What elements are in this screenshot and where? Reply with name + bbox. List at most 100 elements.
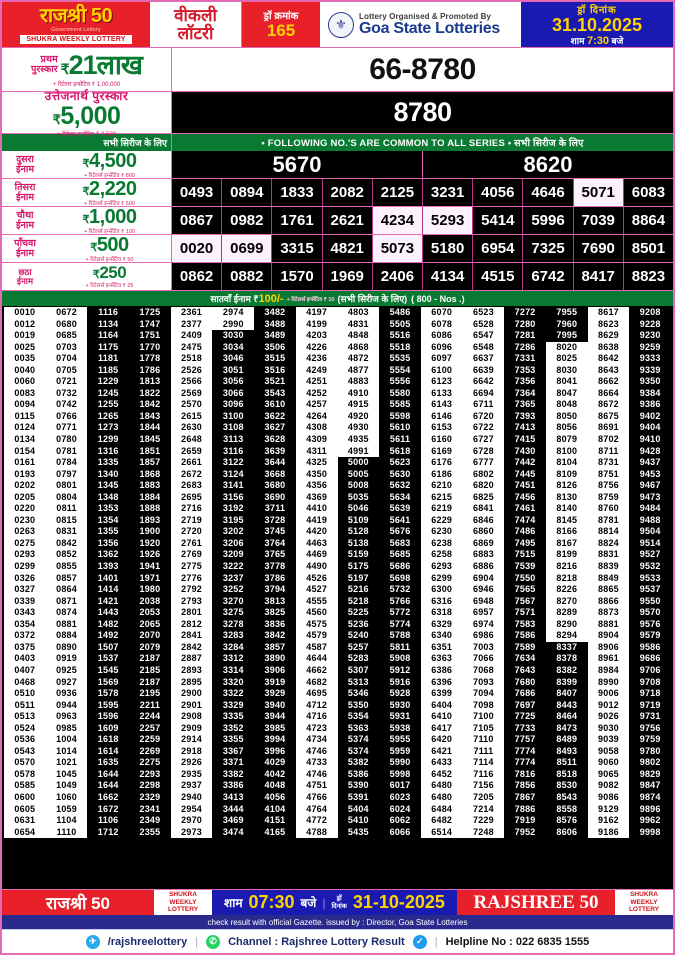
grid-number: 4772	[295, 815, 338, 827]
grid-number: 6146	[420, 410, 463, 423]
grid-number: 1747	[129, 318, 171, 331]
grid-number: 8662	[587, 376, 630, 388]
grid-number: 4197	[295, 307, 338, 319]
grid-number: 1786	[129, 364, 171, 377]
grid-number: 0343	[4, 607, 46, 619]
grid-number: 6523	[462, 307, 505, 319]
grid-number: 8464	[545, 711, 588, 723]
grid-number: 2775	[170, 561, 213, 573]
grid-number: 0857	[45, 572, 88, 585]
grid-number: 6215	[420, 491, 463, 504]
grid-number: 9129	[587, 803, 630, 816]
grid-number: 1106	[87, 815, 130, 827]
telegram-icon[interactable]: ✈	[85, 934, 100, 949]
grid-number: 5955	[379, 734, 421, 746]
grid-number: 9537	[629, 584, 671, 596]
third-prize-label: तिसरा ईनाम	[2, 179, 48, 206]
grid-number: 2355	[129, 826, 171, 839]
grid-number: 1104	[45, 815, 88, 827]
grid-number: 7583	[504, 618, 546, 631]
grid-number: 1843	[129, 410, 171, 423]
prize-number-cell: 5180	[423, 235, 474, 262]
grid-number: 4325	[295, 457, 338, 469]
grid-number: 3192	[212, 503, 255, 515]
grid-number: 2038	[129, 595, 171, 608]
grid-number: 6133	[420, 387, 463, 400]
prize-number-cell: 4515	[473, 263, 524, 290]
grid-number: 3628	[254, 434, 296, 446]
prize-number-cell: 5073	[372, 235, 424, 262]
grid-number: 1884	[129, 491, 171, 504]
telegram-handle[interactable]: /rajshreelottery	[107, 935, 188, 948]
sixth-prize-incentive: + रिटेलर्स इन्सेंटिव ₹ 25	[85, 283, 134, 289]
prize-number-cell: 0882	[222, 263, 273, 290]
grid-number: 0161	[4, 457, 46, 469]
grid-number: 2812	[170, 618, 213, 631]
grid-number: 8382	[545, 664, 588, 677]
grid-number: 9386	[629, 399, 671, 411]
grid-number: 3046	[212, 353, 255, 365]
footer-weekly-badge: SHUKRA WEEKLY LOTTERY	[154, 890, 212, 915]
grid-number: 4469	[295, 549, 338, 562]
footer-time-suffix: बजे	[300, 896, 317, 910]
grid-number: 6452	[420, 768, 463, 781]
grid-number: 9962	[629, 815, 671, 827]
grid-number: 2566	[170, 376, 213, 388]
grid-number: 0963	[45, 711, 88, 723]
sixth-prize-row: छठा ईनाम ₹250 + रिटेलर्स इन्सेंटिव ₹ 25	[2, 263, 171, 291]
grid-number: 9706	[629, 664, 671, 677]
grid-number: 2648	[170, 434, 213, 446]
grid-number: 9532	[629, 561, 671, 573]
grid-number: 9874	[629, 791, 671, 804]
grid-number: 3030	[212, 330, 255, 342]
grid-number: 0193	[4, 468, 46, 481]
consolation-amount: ₹5,000	[53, 104, 121, 129]
grid-number: 0919	[45, 653, 88, 665]
grid-number: 0372	[4, 630, 46, 642]
grid-number: 2970	[170, 815, 213, 827]
prize-number-cell: 3231	[423, 179, 474, 206]
social-divider-1: |	[195, 935, 199, 948]
weekly-line-2: लॉटरी	[177, 23, 214, 43]
grid-number: 3929	[254, 688, 296, 700]
whatsapp-icon[interactable]: ✆	[206, 934, 221, 949]
grid-number: 8140	[545, 503, 588, 515]
grid-number: 1842	[129, 399, 171, 411]
grid-number: 3312	[212, 653, 255, 665]
grid-number: 6023	[379, 791, 421, 804]
grid-column: 0672 0680 0685 0703 0704 0705 0721 0732 0742 0766…	[45, 307, 88, 889]
social-divider-2: |	[434, 935, 438, 948]
prize-number-cell: 7039	[573, 207, 624, 234]
grid-number: 0124	[4, 422, 46, 435]
organised-by-text: Lottery Organised & Promoted By	[359, 11, 492, 21]
grid-number: 6720	[462, 410, 505, 423]
whatsapp-channel[interactable]: Channel : Rajshree Lottery Result	[228, 935, 405, 948]
grid-number: 6070	[420, 307, 463, 319]
third-prize-numbers: 0493 0894 1833 2082 2125 3231 4056 4646 5071 6083	[172, 179, 674, 207]
social-links-bar: ✈ /rajshreelottery | ✆ Channel : Rajshre…	[2, 929, 673, 953]
grid-number: 3284	[212, 641, 255, 654]
grid-number: 1822	[129, 387, 171, 400]
grid-number: 8218	[545, 572, 588, 585]
grid-number: 0570	[4, 757, 46, 769]
first-prize-winner-box: 66-8780	[172, 48, 673, 92]
grid-number: 0025	[4, 341, 46, 354]
prize-number-cell: 5996	[523, 207, 574, 234]
grid-number: 0375	[4, 641, 46, 654]
grid-number: 5240	[337, 630, 380, 642]
grid-number: 1045	[45, 768, 88, 781]
fourth-prize-value: 1,000	[88, 205, 137, 228]
verified-icon: ✓	[412, 934, 427, 949]
grid-number: 6727	[462, 434, 505, 446]
grid-number: 8518	[545, 768, 588, 781]
grid-number: 7774	[504, 745, 546, 758]
grid-number: 2974	[212, 307, 255, 319]
grid-number: 0732	[45, 387, 88, 400]
grid-number: 0513	[4, 711, 46, 723]
grid-number: 4419	[295, 514, 338, 527]
grid-number: 7856	[504, 780, 546, 792]
grid-number: 2793	[170, 595, 213, 608]
grid-number: 8873	[587, 607, 630, 619]
grid-number: 3096	[212, 399, 255, 411]
grid-number: 4803	[337, 307, 380, 319]
